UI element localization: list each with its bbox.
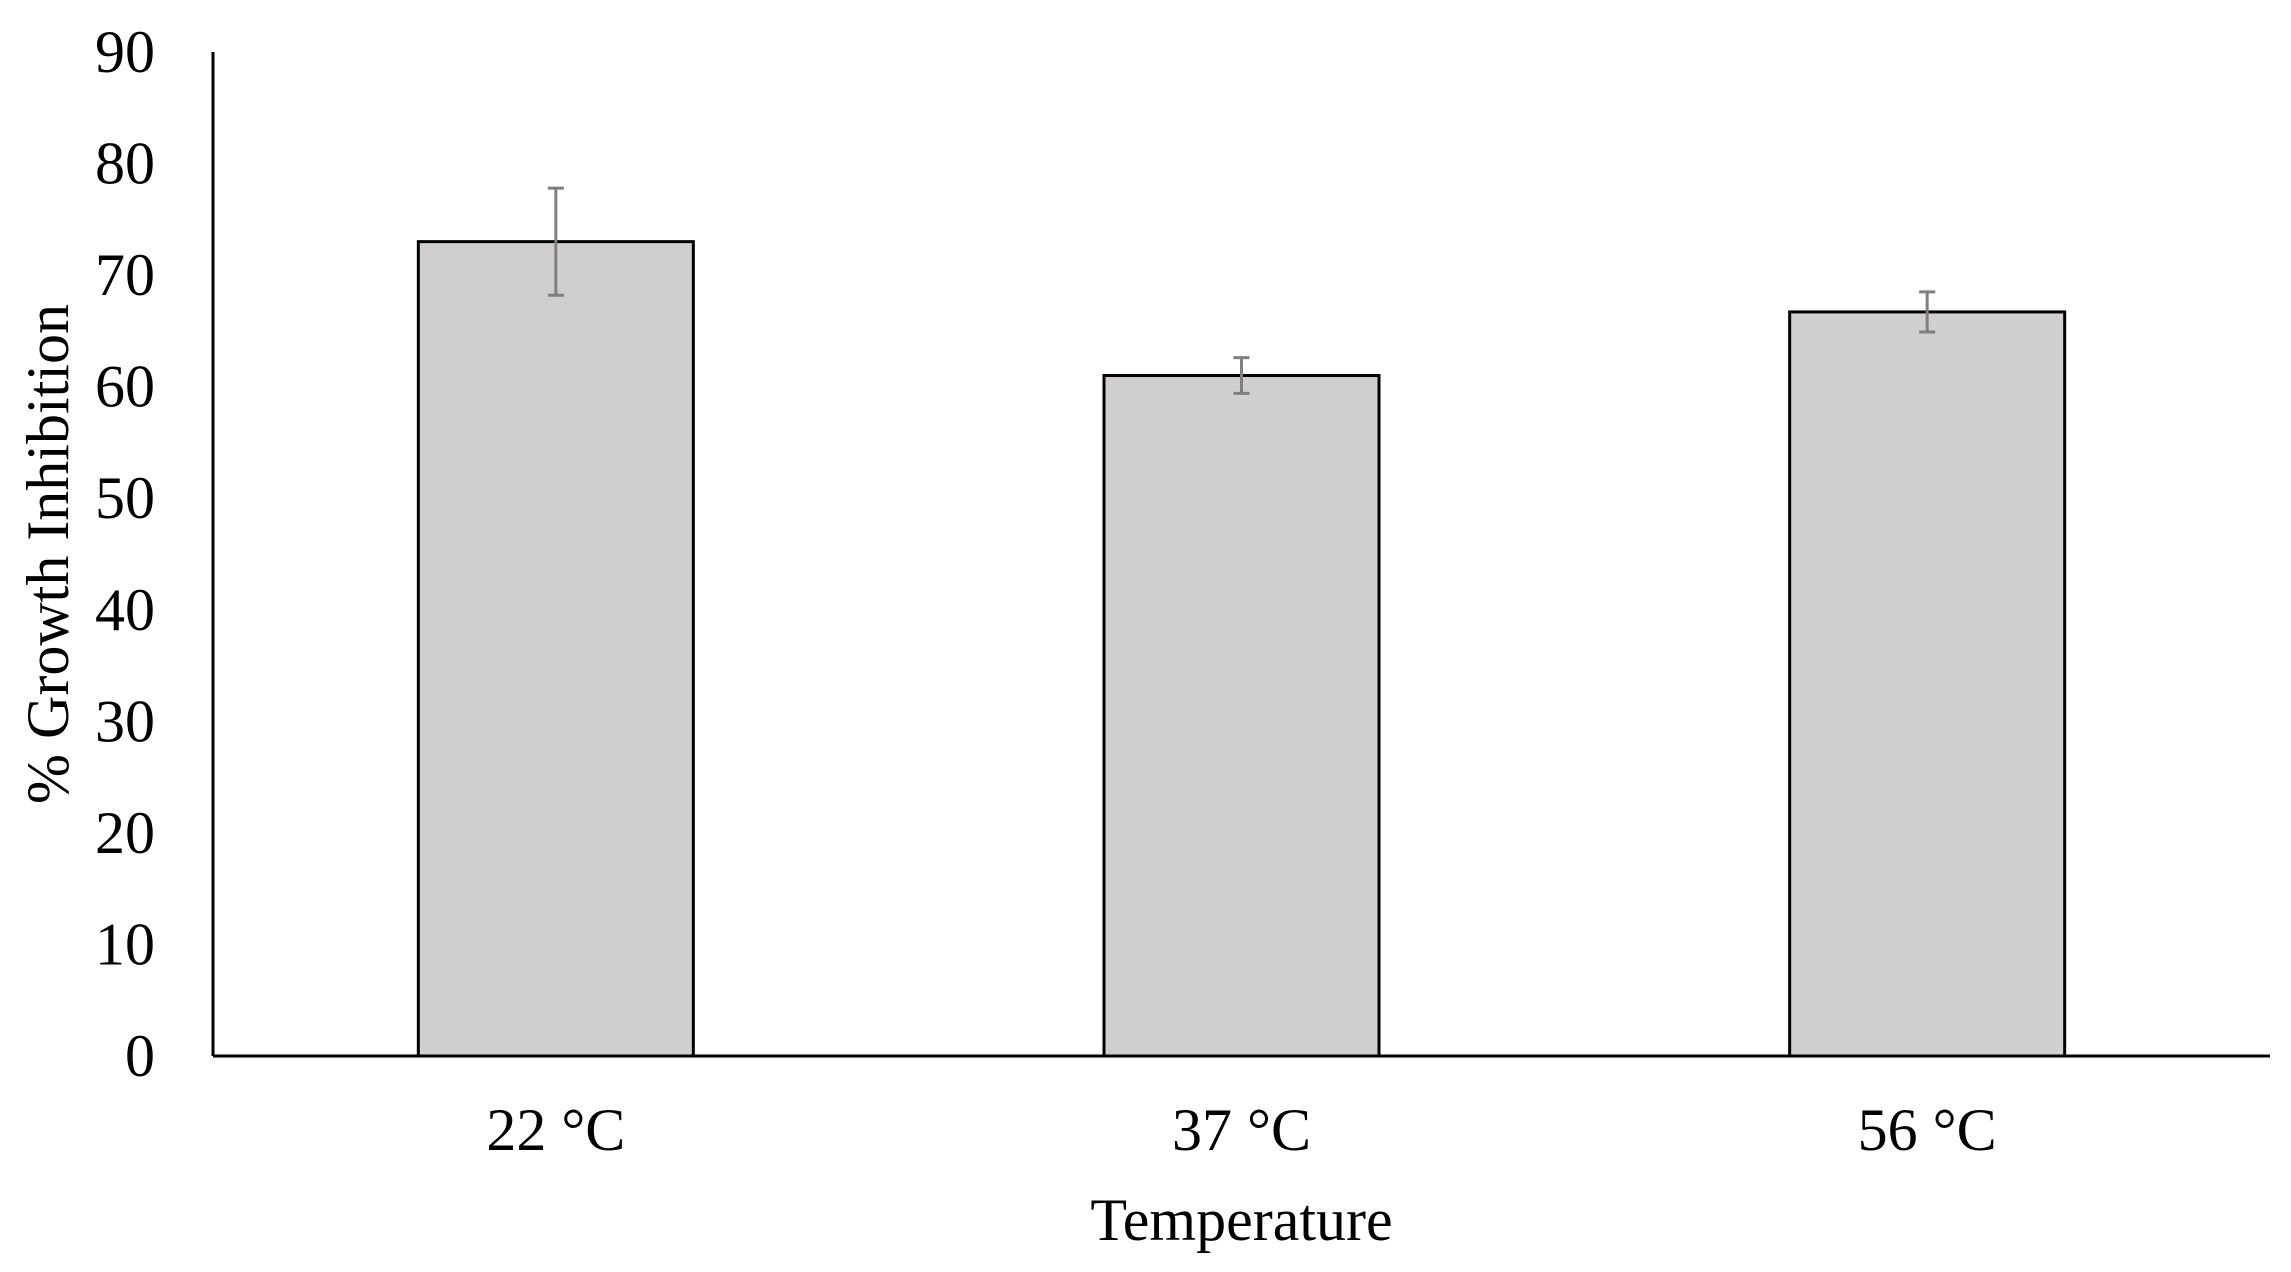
bar — [1788, 310, 2067, 1058]
x-tick-label: 22 °C — [486, 1097, 625, 1163]
error-bar — [1919, 290, 1936, 334]
y-tick-label: 60 — [95, 354, 155, 420]
error-bar — [1233, 356, 1250, 395]
y-tick-label: 70 — [95, 242, 155, 308]
bar — [416, 240, 695, 1058]
x-tick-label: 37 °C — [1172, 1097, 1311, 1163]
y-tick-label: 40 — [95, 577, 155, 643]
x-axis-ticks: 22 °C 37 °C 56 °C — [486, 1097, 1996, 1163]
bar — [1102, 374, 1381, 1058]
y-tick-label: 30 — [95, 688, 155, 754]
y-axis-title: % Growth Inhibition — [15, 304, 81, 804]
y-axis-ticks: 0 10 20 30 40 50 60 70 80 90 — [95, 19, 155, 1089]
x-axis-title: Temperature — [1090, 1187, 1392, 1253]
y-tick-label: 50 — [95, 465, 155, 531]
y-tick-label: 20 — [95, 800, 155, 866]
y-tick-label: 0 — [125, 1023, 155, 1089]
error-bar — [547, 186, 564, 297]
y-tick-label: 80 — [95, 131, 155, 197]
y-tick-label: 90 — [95, 19, 155, 85]
y-tick-label: 10 — [95, 911, 155, 977]
error-bars — [547, 186, 1936, 395]
x-tick-label: 56 °C — [1858, 1097, 1997, 1163]
